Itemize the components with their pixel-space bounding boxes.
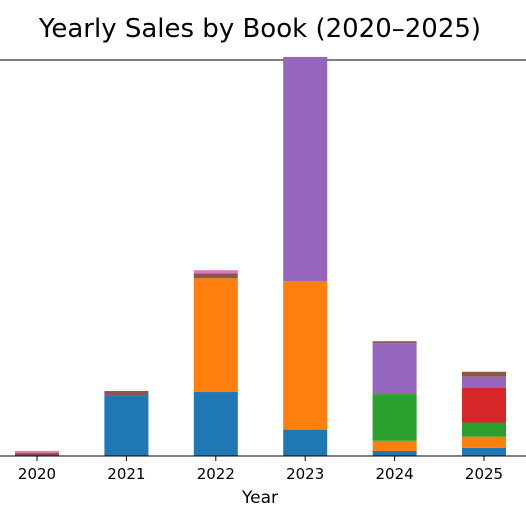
x-tick-label-2020: 2020 <box>18 465 56 483</box>
x-tick-label-2022: 2022 <box>197 465 235 483</box>
bar-segment-2025-series-5 <box>462 376 506 388</box>
x-tick-label-2025: 2025 <box>465 465 503 483</box>
bar-segment-2023-series-1 <box>283 429 328 456</box>
bar-segment-2025-series-3 <box>462 422 506 437</box>
x-axis-label: Year <box>241 488 278 508</box>
x-tick-label-2023: 2023 <box>286 465 324 483</box>
bar-segment-2022-series-2 <box>193 278 238 393</box>
bar-segment-2025-series-6 <box>462 371 506 377</box>
bar-segment-2025-series-4 <box>462 387 506 423</box>
bar-segment-2024-series-6 <box>372 341 417 344</box>
bars-layer <box>15 56 506 456</box>
bar-segment-2025-series-1 <box>462 447 506 456</box>
bar-segment-2021-series-6 <box>104 391 149 396</box>
bar-segment-2025-series-2 <box>462 436 506 448</box>
x-tick-label-2024: 2024 <box>376 465 414 483</box>
bar-segment-2023-series-2 <box>283 281 328 430</box>
bar-segment-2020-series-7 <box>15 450 59 453</box>
chart-title: Yearly Sales by Book (2020–2025) <box>38 14 481 44</box>
bar-segment-2023-series-5 <box>283 56 328 282</box>
bar-segment-2020-series-6 <box>15 452 59 456</box>
bar-segment-2022-series-1 <box>193 392 238 456</box>
bar-segment-2022-series-7 <box>193 270 238 274</box>
bar-segment-2024-series-3 <box>372 394 417 441</box>
bar-segment-2024-series-2 <box>372 440 417 451</box>
x-ticks-layer: 2020 2021 2022 2023 2024 2025 <box>18 456 503 483</box>
x-tick-label-2021: 2021 <box>107 465 145 483</box>
bar-segment-2021-series-1 <box>104 395 149 456</box>
bar-segment-2024-series-1 <box>372 450 417 456</box>
bar-segment-2022-series-6 <box>193 273 238 279</box>
bar-segment-2024-series-5 <box>372 343 417 395</box>
